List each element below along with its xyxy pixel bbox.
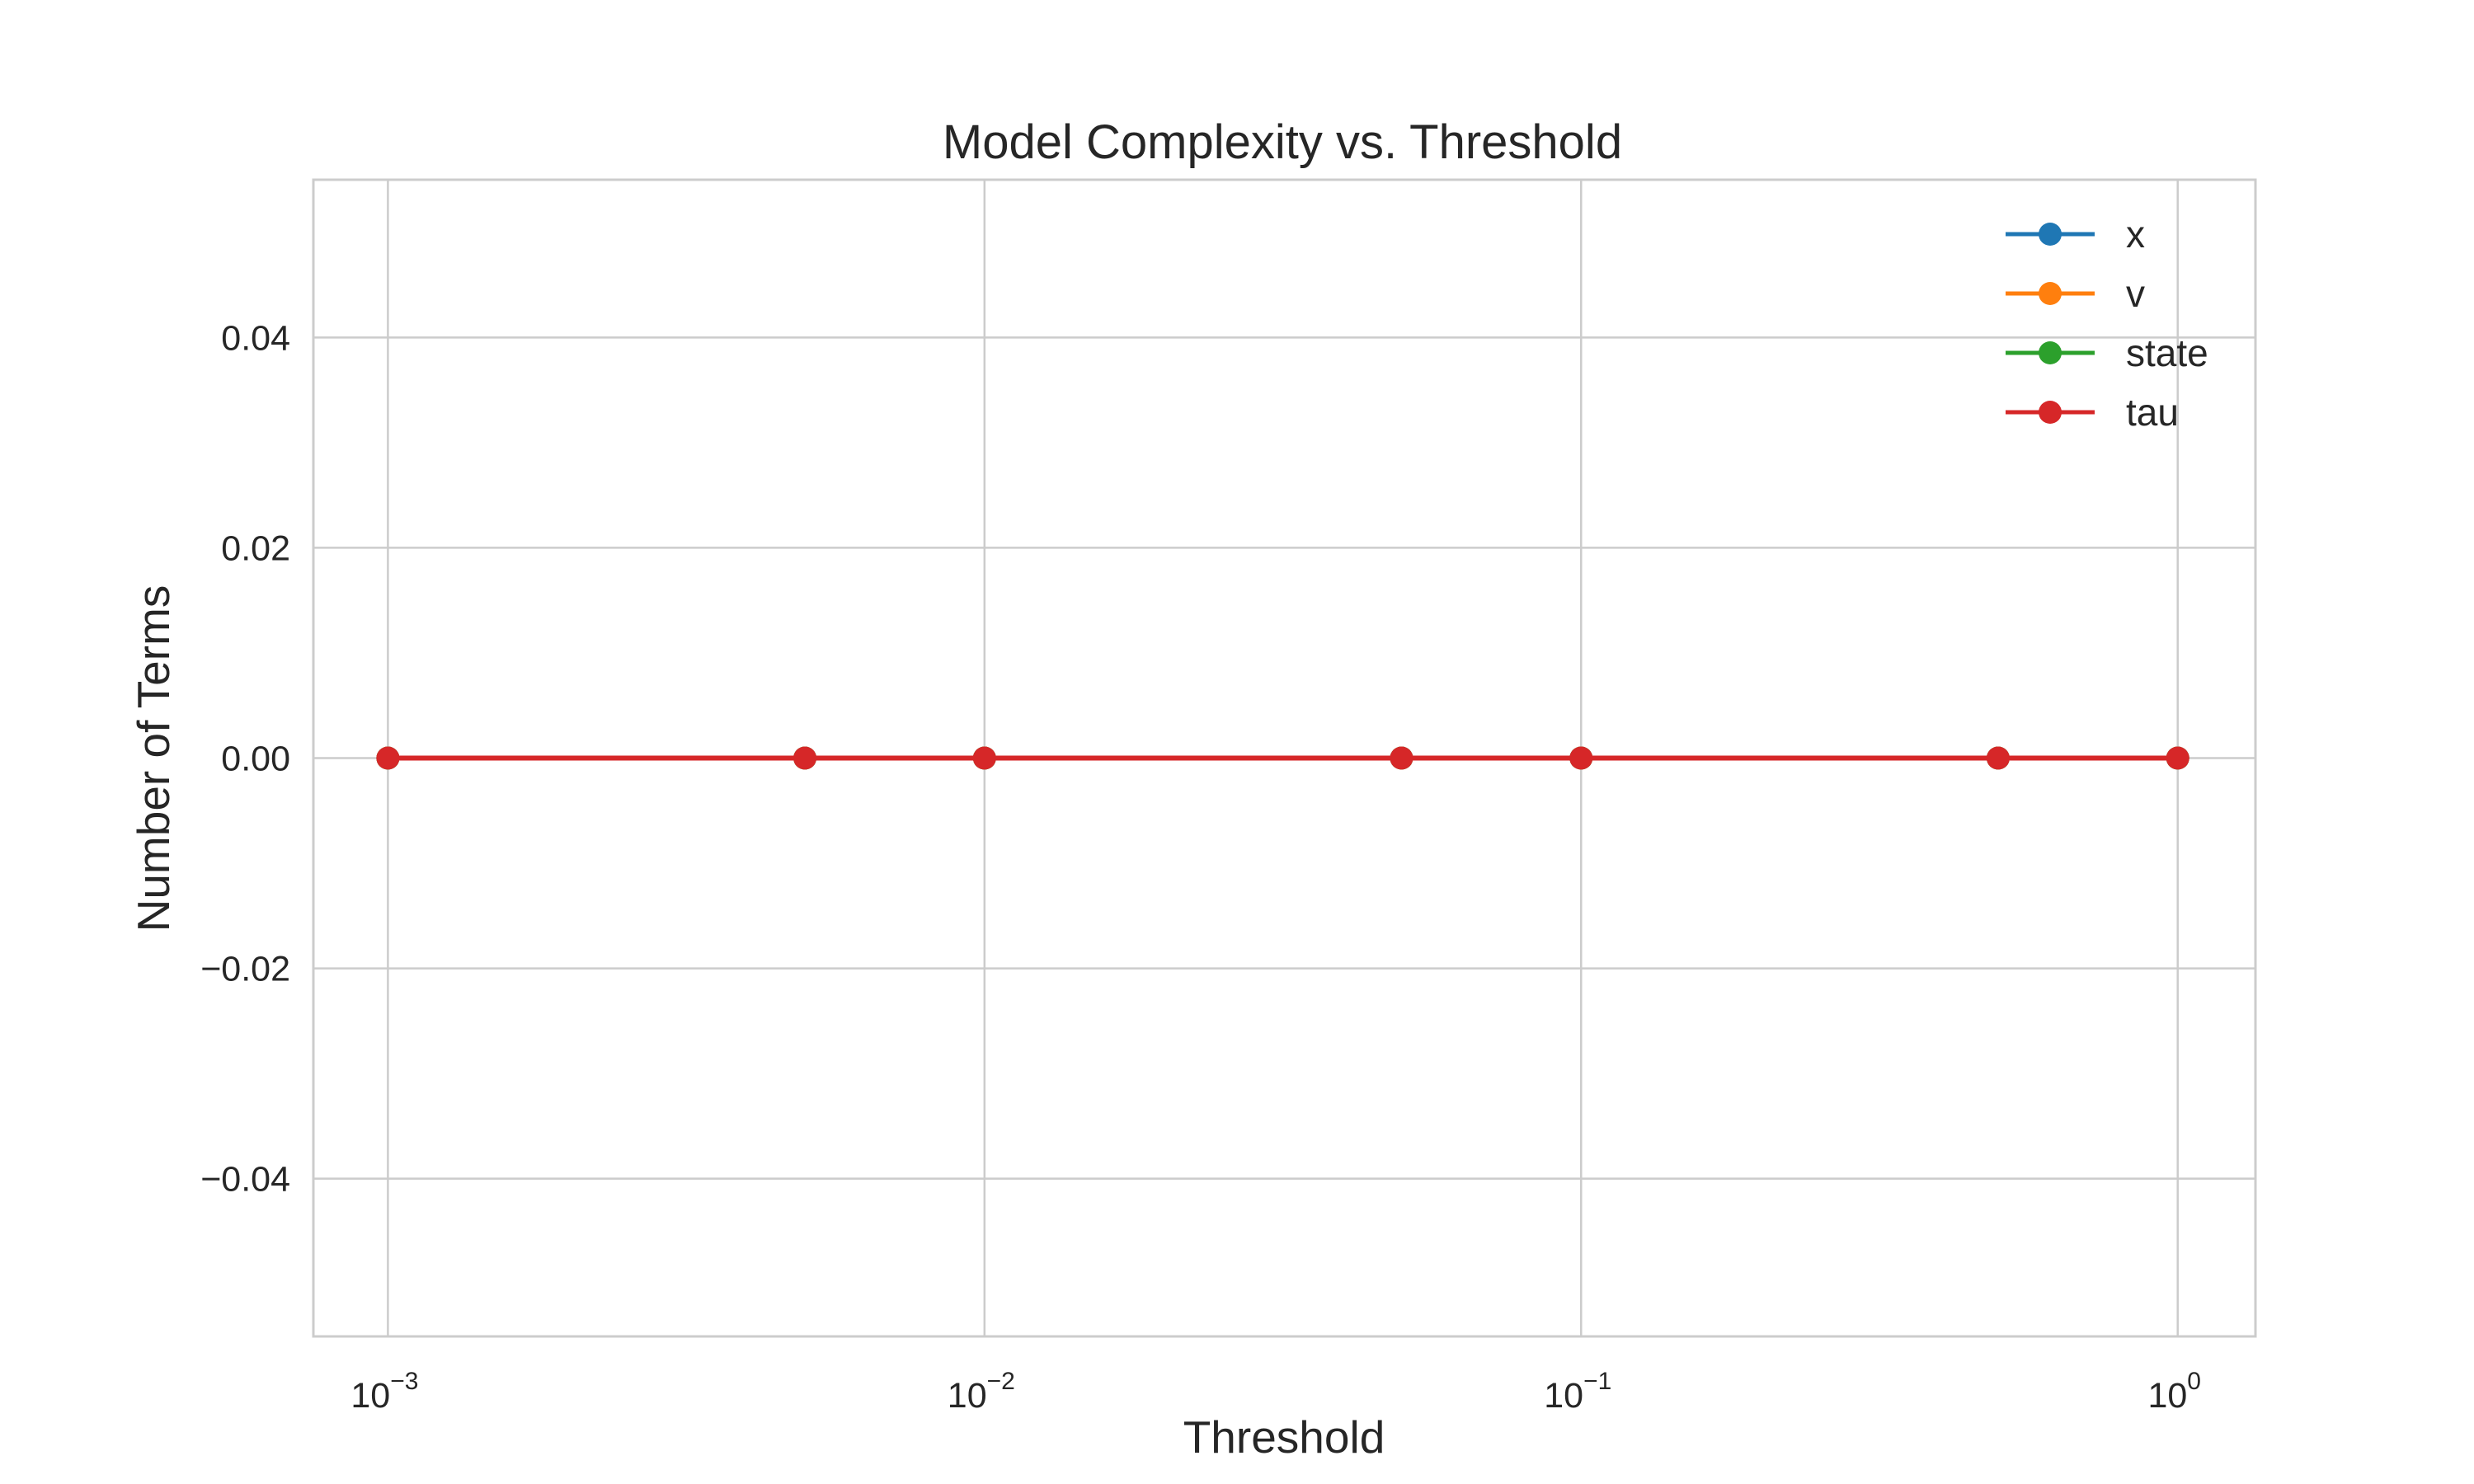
legend-swatch-marker — [2039, 223, 2062, 246]
x-tick-base: 10 — [948, 1376, 987, 1416]
x-tick-base: 10 — [2147, 1376, 2187, 1416]
x-tick-label: 10−2 — [948, 1368, 1015, 1416]
x-tick-exponent: 0 — [2187, 1368, 2201, 1395]
plot-frame — [312, 178, 2257, 1338]
legend-item-tau: tau — [2006, 391, 2179, 434]
x-tick-exponent: −3 — [390, 1368, 418, 1395]
y-tick-label: −0.02 — [200, 950, 290, 989]
legend-label: tau — [2126, 391, 2179, 434]
chart-title: Model Complexity vs. Threshold — [943, 115, 1622, 169]
legend-item-v: v — [2006, 272, 2145, 315]
x-tick-labels: 10−3 10−2 10−1 100 — [350, 1368, 2201, 1416]
legend-label: v — [2126, 272, 2145, 315]
x-tick-label: 10−1 — [1544, 1368, 1611, 1416]
legend-swatch-marker — [2039, 401, 2062, 424]
series-tau — [376, 746, 2189, 770]
series-layer — [376, 746, 2189, 770]
y-tick-label: 0.00 — [221, 740, 290, 779]
x-tick-exponent: −2 — [987, 1368, 1015, 1395]
y-tick-label: 0.04 — [221, 318, 290, 358]
data-point — [793, 746, 817, 770]
legend-swatch-marker — [2039, 341, 2062, 364]
x-tick-label: 100 — [2147, 1368, 2201, 1416]
y-axis-label: Number of Terms — [128, 585, 179, 932]
data-point — [972, 746, 996, 770]
y-tick-label: −0.04 — [200, 1160, 290, 1200]
legend-label: state — [2126, 331, 2208, 374]
data-point — [1569, 746, 1593, 770]
y-tick-labels: −0.04 −0.02 0.00 0.02 0.04 — [200, 318, 290, 1199]
legend-item-x: x — [2006, 213, 2145, 256]
legend-swatch-marker — [2039, 282, 2062, 305]
legend-label: x — [2126, 213, 2145, 256]
data-point — [1986, 746, 2010, 770]
legend-item-state: state — [2006, 331, 2208, 374]
legend: xv state tau — [2006, 213, 2208, 434]
x-tick-label: 10−3 — [350, 1368, 418, 1416]
data-point — [376, 746, 400, 770]
x-tick-exponent: −1 — [1583, 1368, 1611, 1395]
x-tick-base: 10 — [1544, 1376, 1583, 1416]
data-point — [1390, 746, 1413, 770]
x-tick-base: 10 — [350, 1376, 390, 1416]
x-axis-label: Threshold — [1183, 1411, 1385, 1463]
data-point — [2166, 746, 2189, 770]
y-tick-label: 0.02 — [221, 528, 290, 568]
